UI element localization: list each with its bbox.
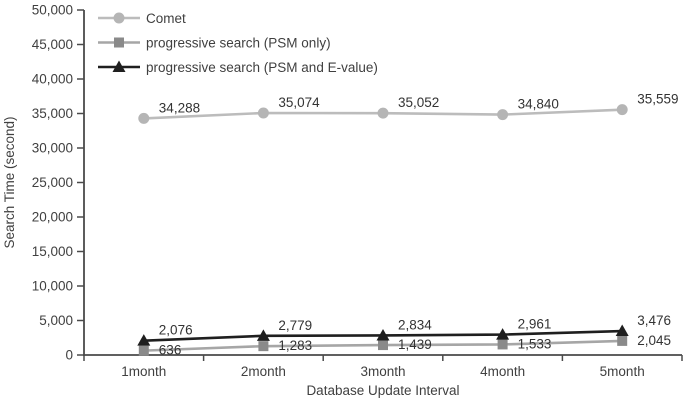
data-point-triangle xyxy=(256,329,270,341)
data-point-circle xyxy=(113,12,125,24)
data-label: 1,283 xyxy=(278,338,312,353)
data-point-triangle xyxy=(496,328,510,340)
x-tick-label: 1month xyxy=(121,364,166,379)
data-point-circle xyxy=(257,107,269,119)
y-tick-label: 0 xyxy=(65,348,73,363)
legend: Comet progressive search (PSM only) progre… xyxy=(98,11,378,75)
y-tick-label: 50,000 xyxy=(32,3,73,18)
data-label: 1,439 xyxy=(398,337,432,352)
x-tick-label: 4month xyxy=(480,364,525,379)
data-label: 2,045 xyxy=(637,333,671,348)
data-label: 34,288 xyxy=(159,100,200,115)
data-point-triangle xyxy=(376,328,390,341)
data-point-circle xyxy=(497,109,509,121)
y-tick-label: 25,000 xyxy=(32,175,73,190)
data-point-circle xyxy=(616,104,628,116)
data-point-square xyxy=(258,341,269,352)
legend-item: progressive search (PSM only) xyxy=(98,36,331,51)
y-tick-label: 15,000 xyxy=(32,244,73,259)
y-tick-label: 30,000 xyxy=(32,141,73,156)
data-label: 2,076 xyxy=(159,323,193,338)
legend-label: Comet xyxy=(146,11,186,26)
data-point-triangle xyxy=(112,60,126,72)
series-psm-evalue: 2,076 2,779 2,834 2,961 3,476 xyxy=(137,313,671,346)
x-axis-title: Database Update Interval xyxy=(306,383,459,398)
data-point-square xyxy=(114,37,124,48)
data-label: 35,052 xyxy=(398,95,439,110)
series-comet: 34,288 35,074 35,052 34,840 35,559 xyxy=(138,92,678,124)
data-point-square xyxy=(617,335,628,346)
legend-label: progressive search (PSM only) xyxy=(146,36,331,51)
data-label: 1,533 xyxy=(518,336,552,351)
legend-label: progressive search (PSM and E-value) xyxy=(146,60,378,75)
data-point-triangle xyxy=(137,334,151,346)
y-tick-label: 45,000 xyxy=(32,37,73,52)
y-tick-label: 40,000 xyxy=(32,72,73,87)
data-label: 2,961 xyxy=(518,317,552,332)
data-point-triangle xyxy=(615,324,629,337)
plot-area: 0 5,000 10,000 15,000 20,000 25,000 30,000 35,0… xyxy=(2,3,683,398)
x-tick-label: 2month xyxy=(241,364,286,379)
data-label: 35,559 xyxy=(637,92,678,107)
x-tick-label: 3month xyxy=(360,364,405,379)
y-tick-label: 10,000 xyxy=(32,279,73,294)
y-axis-title: Search Time (second) xyxy=(2,116,17,248)
data-label: 35,074 xyxy=(278,95,320,110)
data-label: 3,476 xyxy=(637,313,671,328)
y-tick-label: 5,000 xyxy=(39,313,73,328)
series-psm-only: 636 1,283 1,439 1,533 2,045 xyxy=(138,333,671,358)
data-label: 2,779 xyxy=(278,318,312,333)
data-point-square xyxy=(497,339,508,350)
data-label: 34,840 xyxy=(518,97,559,112)
y-tick-label: 20,000 xyxy=(32,210,73,225)
data-point-square xyxy=(138,345,149,356)
data-point-circle xyxy=(377,107,389,119)
y-tick-label: 35,000 xyxy=(32,106,73,121)
legend-item: progressive search (PSM and E-value) xyxy=(98,60,378,75)
data-point-circle xyxy=(138,112,150,124)
x-tick-label: 5month xyxy=(600,364,645,379)
legend-item: Comet xyxy=(98,11,186,26)
data-point-square xyxy=(378,340,388,351)
data-label: 636 xyxy=(159,343,182,358)
data-label: 2,834 xyxy=(398,317,432,332)
